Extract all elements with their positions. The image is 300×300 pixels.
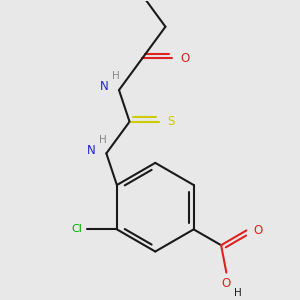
Text: O: O: [180, 52, 190, 65]
Text: S: S: [167, 115, 175, 128]
Text: N: N: [100, 80, 108, 93]
Text: H: H: [112, 71, 120, 81]
Text: Cl: Cl: [71, 224, 82, 234]
Text: H: H: [234, 288, 242, 298]
Text: O: O: [254, 224, 263, 237]
Text: N: N: [87, 144, 96, 157]
Text: O: O: [222, 277, 231, 290]
Text: H: H: [99, 135, 107, 145]
